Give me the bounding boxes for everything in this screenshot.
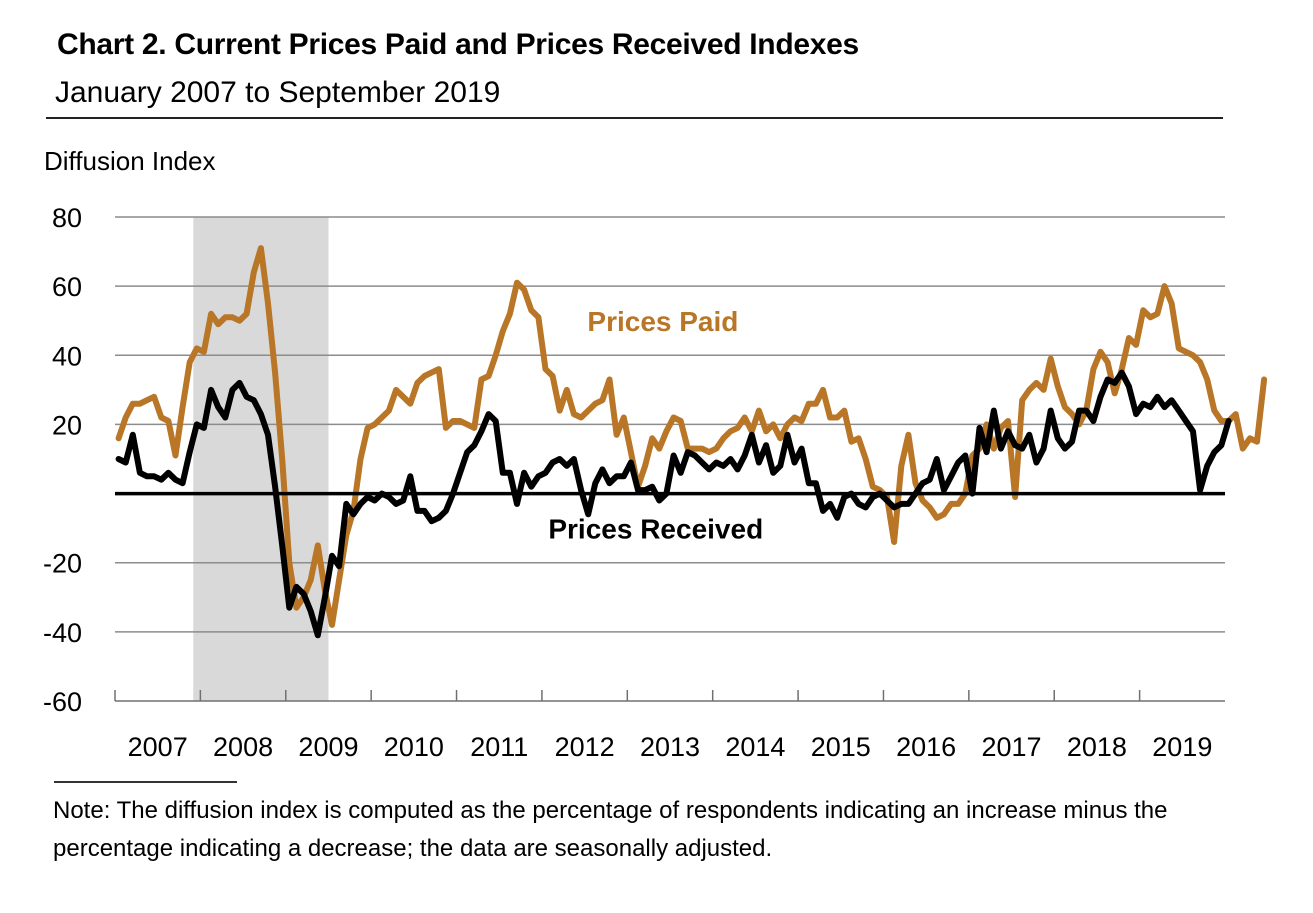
recession-shade [193, 217, 329, 701]
chart-subtitle: January 2007 to September 2019 [55, 76, 501, 109]
y-tick-label: 80 [52, 203, 82, 233]
title-divider [46, 117, 1223, 119]
y-tick-label: 60 [52, 272, 82, 302]
x-tick-label: 2015 [811, 732, 871, 762]
x-tick-label: 2016 [896, 732, 956, 762]
x-tick-label: 2011 [470, 732, 528, 762]
x-tick-label: 2007 [128, 732, 188, 762]
series-line-prices-received [115, 369, 1232, 639]
y-tick-label: 20 [52, 410, 82, 440]
x-tick-label: 2012 [555, 732, 615, 762]
x-tick-labels: 2007 2008 2009 2010 2011 2012 2013 2014 2015 2016… [128, 732, 1213, 762]
x-tick-label: 2018 [1067, 732, 1127, 762]
y-tick-label: 40 [52, 341, 82, 371]
y-axis-label: Diffusion Index [44, 146, 216, 176]
series-line-prices-paid [115, 245, 1268, 628]
series-label-prices-paid: Prices Paid [587, 306, 738, 337]
y-tick-label: -20 [43, 549, 82, 579]
x-tick-label: 2019 [1152, 732, 1212, 762]
y-tick-label: -40 [43, 618, 82, 648]
x-axis [114, 690, 1225, 702]
note-divider [54, 781, 237, 783]
recession-shading-layer [193, 217, 329, 701]
series-label-prices-received: Prices Received [548, 514, 763, 545]
x-tick-label: 2008 [213, 732, 273, 762]
chart-title: Chart 2. Current Prices Paid and Prices … [57, 28, 859, 61]
x-tick-label: 2013 [640, 732, 700, 762]
series-lines [115, 245, 1268, 639]
x-tick-label: 2010 [384, 732, 444, 762]
x-tick-label: 2009 [298, 732, 358, 762]
x-tick-label: 2014 [725, 732, 785, 762]
x-tick-label: 2017 [981, 732, 1041, 762]
y-tick-label: -60 [43, 687, 82, 717]
annotations-layer: Prices Paid Prices Received [548, 306, 763, 544]
y-tick-labels: 80 60 40 20 -20 -40 -60 [43, 203, 82, 717]
footnote: Note: The diffusion index is computed as… [53, 797, 1168, 862]
